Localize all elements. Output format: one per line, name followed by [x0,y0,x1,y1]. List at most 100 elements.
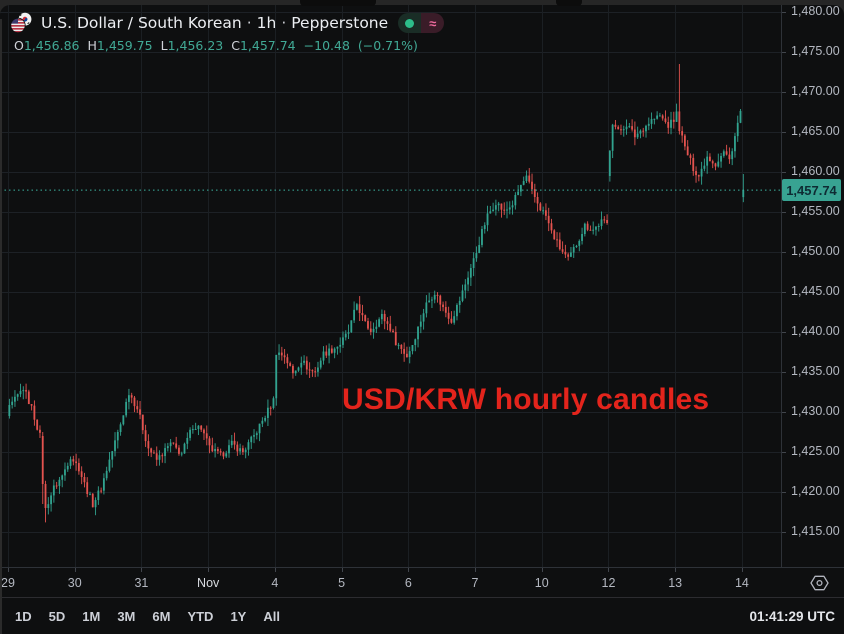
time-tick [275,568,276,572]
session-approx-button[interactable]: ≈ [421,13,445,33]
price-tick-label: 1,425.00 [791,444,840,458]
bottom-toolbar: 1D 5D 1M 3M 6M YTD 1Y All 01:41:29 UTC [0,597,844,634]
title-separator: · [246,14,252,32]
price-axis[interactable]: 1,480.00 1,475.00 1,470.00 1,465.00 1,460.00… [781,5,844,567]
price-tick [782,532,786,533]
price-tick [782,92,786,93]
range-button-all[interactable]: All [263,608,280,624]
range-button-3m[interactable]: 3M [117,608,136,624]
price-tick-label: 1,415.00 [791,524,840,538]
high-label: H [87,38,97,53]
time-tick-label: 10 [534,576,549,590]
time-axis[interactable]: 29 30 31 Nov 4 5 6 7 10 12 13 14 [0,568,781,597]
price-tick-label: 1,470.00 [791,84,840,98]
time-tick-label: 6 [404,576,412,590]
time-tick [342,568,343,572]
market-open-dot-icon [405,18,415,28]
price-tick [782,292,786,293]
time-tick-label: 13 [668,576,683,590]
price-tick [782,12,786,13]
title-separator: · [281,14,287,32]
price-tick [782,372,786,373]
time-tick [8,568,9,572]
clock-utc[interactable]: 01:41:29 UTC [749,608,835,624]
window-left-edge [0,19,2,634]
symbol-title[interactable]: U.S. Dollar / South Korean · 1h · Pepperston… [41,14,388,32]
range-button-ytd[interactable]: YTD [187,608,214,624]
close-label: C [231,38,240,53]
change-pct-value: (−0.71%) [357,38,418,53]
scale-settings-icon[interactable] [807,572,832,594]
time-tick [141,568,142,572]
time-tick-label: 12 [601,576,616,590]
price-tick-label: 1,460.00 [791,164,840,178]
high-value: 1,459.75 [96,38,153,53]
price-tick-label: 1,430.00 [791,404,840,418]
time-tick [408,568,409,572]
price-tick [782,132,786,133]
time-tick [608,568,609,572]
range-button-5d[interactable]: 5D [48,608,66,624]
time-tick-label: 14 [734,576,749,590]
open-label: O [14,38,24,53]
price-tick-label: 1,440.00 [791,324,840,338]
time-tick-label: 5 [338,576,346,590]
symbol-header[interactable]: U.S. Dollar / South Korean · 1h · Pepperston… [10,12,445,34]
time-tick [75,568,76,572]
time-tick [742,568,743,572]
approx-icon: ≈ [429,15,437,31]
price-tick-label: 1,465.00 [791,124,840,138]
price-tick-label: 1,450.00 [791,244,840,258]
time-tick-label: 30 [67,576,82,590]
axis-corner [782,568,844,597]
time-tick-label: 4 [271,576,279,590]
price-tick-label: 1,475.00 [791,44,840,58]
low-label: L [160,38,168,53]
price-tick [782,492,786,493]
time-tick-label: Nov [197,576,220,590]
candles [8,64,745,523]
close-value: 1,457.74 [239,38,296,53]
price-tick [782,212,786,213]
chart-grid [0,5,781,567]
price-tick-label: 1,455.00 [791,204,840,218]
chart-text-annotation: USD/KRW hourly candles [342,383,710,416]
time-tick [675,568,676,572]
time-tick-label: 31 [134,576,149,590]
low-value: 1,456.23 [167,38,224,53]
price-tick [782,172,786,173]
price-tick [782,332,786,333]
candlestick-chart[interactable] [0,5,781,567]
price-tick-label: 1,445.00 [791,284,840,298]
range-button-1m[interactable]: 1M [82,608,101,624]
last-price-tag: 1,457.74 [782,179,841,202]
price-tick [782,252,786,253]
range-button-1y[interactable]: 1Y [230,608,247,624]
range-buttons: 1D 5D 1M 3M 6M YTD 1Y All [0,609,280,624]
price-tick [782,452,786,453]
time-tick-label: 29 [1,576,15,590]
status-pill: ≈ [398,13,445,33]
chart-panel: U.S. Dollar / South Korean · 1h · Pepperston… [0,5,844,634]
time-tick [542,568,543,572]
range-button-6m[interactable]: 6M [152,608,171,624]
price-tick [782,52,786,53]
time-tick [208,568,209,572]
us-krw-flag-icon [10,12,32,33]
open-value: 1,456.86 [23,38,80,53]
window-chrome-tab [556,0,582,6]
price-tick-label: 1,480.00 [791,5,840,18]
price-tick-label: 1,435.00 [791,364,840,378]
change-value: −10.48 [303,38,350,53]
price-tick-label: 1,420.00 [791,484,840,498]
time-axis-separator [0,567,844,568]
market-status-button[interactable] [398,13,422,33]
price-tick [782,412,786,413]
provider-label: Pepperstone [291,14,389,32]
symbol-name: U.S. Dollar / South Korean [41,14,242,32]
window-chrome-tab [300,0,376,6]
time-tick [475,568,476,572]
interval-label: 1h [256,14,277,32]
time-tick-label: 7 [471,576,479,590]
range-button-1d[interactable]: 1D [15,608,32,624]
